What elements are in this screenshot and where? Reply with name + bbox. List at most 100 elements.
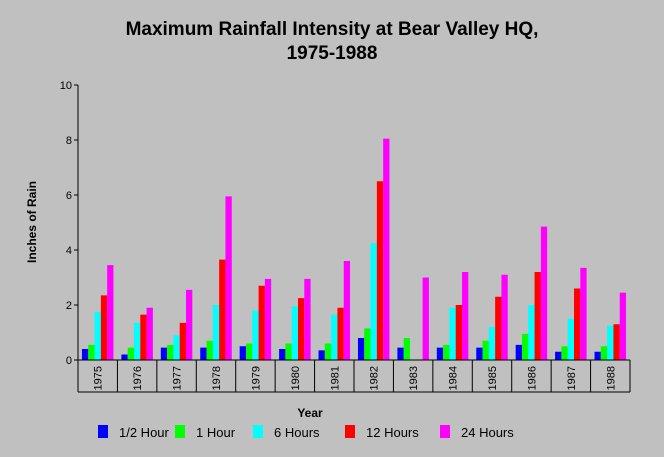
bar-6-hours-1981 (331, 314, 338, 360)
legend-label-12-hours: 12 Hours (366, 425, 419, 440)
x-axis-title: Year (297, 406, 323, 420)
bar-1-2-hour-1980 (279, 349, 286, 360)
y-tick-label: 6 (66, 190, 72, 202)
bar-1-hour-1980 (285, 343, 292, 360)
bar-1-2-hour-1977 (160, 347, 168, 360)
bar-12-hours-1988 (613, 324, 620, 360)
bar-24-hours-1987 (580, 267, 587, 360)
y-tick-label: 0 (66, 355, 72, 367)
y-tick-label: 4 (66, 245, 72, 257)
bar-12-hours-1978 (219, 259, 226, 360)
legend-swatch-24-hours (440, 425, 450, 438)
bar-1-2-hour-1987 (555, 351, 562, 360)
bar-12-hours-1976 (140, 314, 147, 360)
bar-24-hours-1975 (107, 265, 114, 360)
bar-12-hours-1980 (298, 298, 305, 360)
legend-label-24-hours: 24 Hours (461, 425, 514, 440)
chart-title-line-2: 1975-1988 (287, 43, 378, 64)
bar-6-hours-1988 (607, 325, 614, 360)
bar-1-hour-1987 (561, 346, 568, 360)
bar-6-hours-1979 (252, 310, 259, 360)
bar-6-hours-1975 (94, 311, 101, 360)
bar-1-hour-1985 (482, 340, 489, 360)
bar-24-hours-1982 (383, 138, 390, 360)
x-tick-label: 1978 (211, 366, 223, 390)
legend-label-1-hour: 1 Hour (196, 425, 236, 440)
bar-1-hour-1986 (521, 333, 529, 360)
bar-12-hours-1984 (455, 305, 463, 360)
bar-1-hour-1984 (443, 344, 450, 360)
x-tick-label: 1981 (329, 366, 341, 390)
bar-12-hours-1985 (495, 296, 502, 360)
bar-24-hours-1978 (225, 196, 232, 360)
bar-6-hours-1985 (488, 327, 496, 360)
bar-6-hours-1976 (133, 322, 141, 360)
x-tick-label: 1977 (172, 366, 184, 390)
bar-1-hour-1977 (167, 344, 174, 360)
bar-6-hours-1978 (212, 305, 220, 360)
bar-6-hours-1980 (291, 306, 299, 360)
legend-label-1-2-hour: 1/2 Hour (119, 425, 170, 440)
bar-6-hours-1986 (528, 305, 535, 360)
y-tick-label: 2 (66, 300, 72, 312)
bar-1-2-hour-1979 (239, 346, 246, 360)
bar-1-2-hour-1985 (476, 347, 483, 360)
bar-12-hours-1977 (179, 322, 187, 360)
x-tick-label: 1975 (93, 366, 105, 390)
bar-1-hour-1981 (324, 343, 332, 360)
legend-swatch-1-2-hour (98, 425, 108, 438)
bar-1-hour-1978 (206, 340, 213, 360)
x-tick-label: 1979 (250, 366, 262, 390)
x-tick-label: 1982 (369, 366, 381, 390)
bar-1-2-hour-1976 (121, 354, 128, 360)
bar-12-hours-1987 (574, 288, 581, 360)
bar-12-hours-1981 (337, 307, 344, 360)
legend-label-6-hours: 6 Hours (274, 425, 320, 440)
bar-1-2-hour-1984 (436, 347, 444, 360)
bar-1-2-hour-1975 (81, 349, 89, 360)
bar-24-hours-1988 (619, 292, 627, 360)
x-tick-label: 1988 (605, 366, 617, 390)
bar-1-hour-1976 (127, 347, 134, 360)
x-tick-label: 1986 (526, 366, 538, 390)
plot-area: 0 2 4 6 8 10 1975 1976 1977 1978 1979 1980 1981 1982 1… (60, 80, 631, 393)
legend-swatch-1-hour (175, 425, 185, 438)
y-tick-label: 8 (66, 135, 72, 147)
bar-12-hours-1982 (376, 181, 384, 360)
bar-6-hours-1982 (370, 243, 377, 360)
bar-1-hour-1975 (88, 344, 95, 360)
bar-1-2-hour-1983 (397, 347, 404, 360)
legend-swatch-6-hours (253, 425, 263, 438)
x-tick-label: 1980 (290, 366, 302, 390)
bar-1-2-hour-1982 (357, 338, 365, 360)
bar-12-hours-1975 (100, 295, 108, 360)
bar-1-2-hour-1978 (200, 347, 207, 360)
bar-1-hour-1988 (600, 346, 608, 360)
legend: 1/2 Hour 1 Hour 6 Hours 12 Hours 24 Hours (98, 425, 514, 440)
plot-background (78, 85, 630, 360)
bar-1-2-hour-1981 (318, 350, 325, 360)
bar-1-hour-1983 (403, 338, 410, 360)
legend-swatch-12-hours (345, 425, 355, 438)
x-tick-label: 1984 (448, 366, 460, 390)
bar-1-hour-1982 (364, 328, 371, 360)
bar-1-2-hour-1988 (594, 351, 601, 360)
bar-24-hours-1977 (186, 289, 193, 360)
chart-title-line-1: Maximum Rainfall Intensity at Bear Valle… (126, 19, 539, 40)
x-tick-label: 1983 (408, 366, 420, 390)
bar-12-hours-1986 (534, 272, 541, 360)
bar-1-hour-1979 (245, 343, 253, 360)
bar-24-hours-1986 (540, 226, 548, 360)
x-tick-label: 1976 (132, 366, 144, 390)
bar-24-hours-1985 (501, 274, 508, 360)
bar-24-hours-1980 (304, 278, 311, 360)
bar-24-hours-1979 (264, 278, 272, 360)
x-tick-label: 1987 (566, 366, 578, 390)
bar-6-hours-1987 (567, 318, 575, 360)
bar-24-hours-1983 (422, 277, 429, 360)
bar-6-hours-1977 (173, 335, 180, 360)
bar-24-hours-1981 (343, 261, 351, 360)
bar-24-hours-1976 (146, 307, 153, 360)
y-axis-title: Inches of Rain (25, 181, 39, 263)
